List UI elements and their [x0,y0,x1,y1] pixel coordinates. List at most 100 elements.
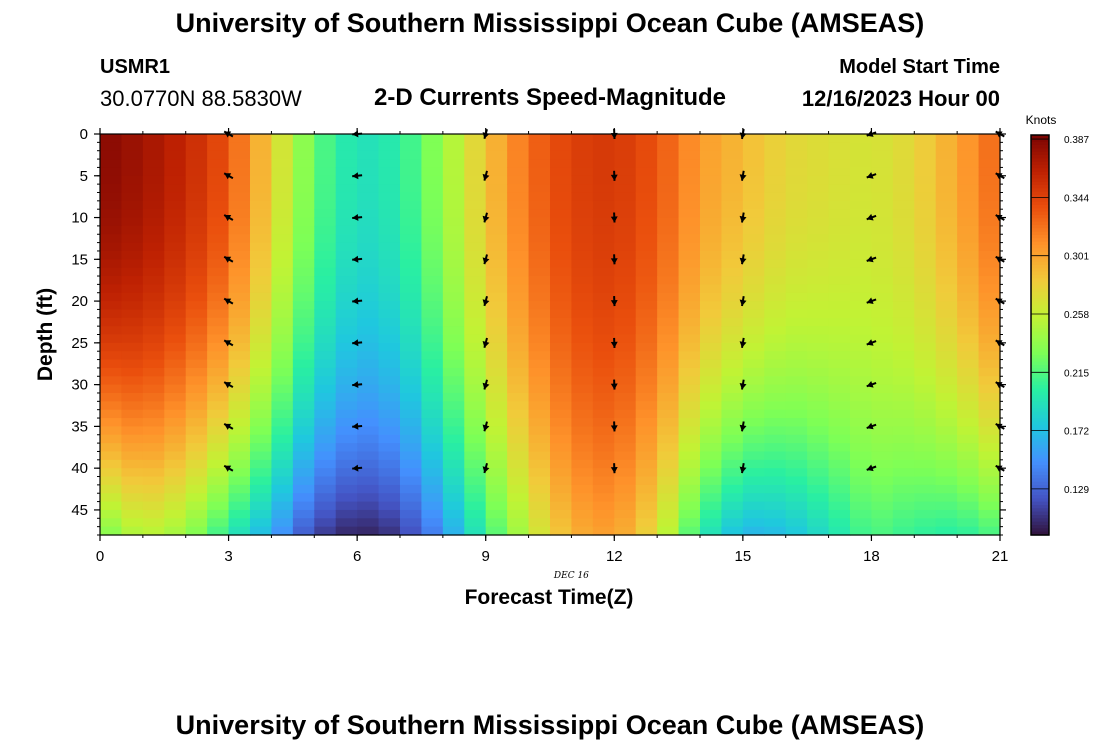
heatmap-cell [764,192,786,201]
heatmap-cell [636,510,658,519]
heatmap-cell [400,176,422,185]
heatmap-cell [121,360,143,369]
heatmap-cell [743,259,765,268]
heatmap-cell [936,360,958,369]
heatmap-cell [786,485,808,494]
heatmap-cell [314,451,336,460]
heatmap-cell [550,134,572,143]
heatmap-cell [914,134,936,143]
heatmap-cell [357,184,379,193]
heatmap-cell [850,268,872,277]
heatmap-cell [571,209,593,218]
heatmap-cell [571,301,593,310]
heatmap-cell [357,468,379,477]
heatmap-cell [807,301,829,310]
heatmap-cell [743,309,765,318]
heatmap-cell [271,134,293,143]
heatmap-cell [229,368,251,377]
heatmap-cell [293,401,315,410]
heatmap-cell [614,134,636,143]
heatmap-cell [657,134,679,143]
heatmap-cell [614,360,636,369]
heatmap-cell [936,326,958,335]
heatmap-cell [271,209,293,218]
heatmap-cell [614,167,636,176]
heatmap-cell [443,226,465,235]
heatmap-cell [614,184,636,193]
heatmap-cell [421,243,443,252]
heatmap-cell [786,502,808,511]
heatmap-cell [614,151,636,160]
heatmap-cell [100,326,122,335]
heatmap-cell [700,401,722,410]
heatmap-cell [786,418,808,427]
heatmap-cell [314,309,336,318]
heatmap-cell [421,293,443,302]
heatmap-cell [721,518,743,527]
heatmap-cell [314,259,336,268]
heatmap-cell [507,318,529,327]
heatmap-cell [807,326,829,335]
heatmap-cell [829,401,851,410]
heatmap-cell [229,184,251,193]
heatmap-cell [871,284,893,293]
heatmap-cell [893,360,915,369]
heatmap-cell [186,251,208,260]
heatmap-cell [957,226,979,235]
heatmap-cell [636,343,658,352]
heatmap-cell [593,477,615,486]
heatmap-cell [679,451,701,460]
heatmap-cell [186,218,208,227]
heatmap-cell [936,284,958,293]
heatmap-cell [379,151,401,160]
heatmap-cell [914,510,936,519]
heatmap-cell [957,418,979,427]
heatmap-cell [207,234,229,243]
heatmap-cell [486,318,508,327]
heatmap-cell [550,176,572,185]
heatmap-cell [786,401,808,410]
heatmap-cell [186,335,208,344]
heatmap-cell [293,259,315,268]
y-tick-label: 45 [71,502,88,519]
heatmap-cell [550,351,572,360]
heatmap-cell [443,243,465,252]
heatmap-cell [636,443,658,452]
heatmap-cell [100,184,122,193]
heatmap-cell [657,293,679,302]
heatmap-cell [293,376,315,385]
heatmap-cell [829,426,851,435]
heatmap-cell [593,368,615,377]
heatmap-cell [764,268,786,277]
heatmap-cell [657,192,679,201]
heatmap-cell [871,276,893,285]
heatmap-cell [936,151,958,160]
heatmap-cell [121,527,143,536]
heatmap-cell [186,151,208,160]
heatmap-cell [614,502,636,511]
heatmap-cell [443,167,465,176]
heatmap-cell [721,184,743,193]
heatmap-cell [914,326,936,335]
heatmap-cell [829,502,851,511]
heatmap-cell [807,410,829,419]
heatmap-cell [979,184,1001,193]
heatmap-cell [914,251,936,260]
heatmap-cell [679,518,701,527]
heatmap-cell [721,309,743,318]
heatmap-cell [529,418,551,427]
heatmap-cell [186,284,208,293]
heatmap-cell [743,318,765,327]
heatmap-cell [186,443,208,452]
heatmap-cell [186,385,208,394]
heatmap-cell [550,468,572,477]
heatmap-cell [400,527,422,536]
heatmap-cell [464,326,486,335]
heatmap-cell [400,184,422,193]
heatmap-cell [636,142,658,151]
heatmap-cell [164,502,186,511]
x-tick-label: 3 [224,548,232,565]
heatmap-cell [100,218,122,227]
heatmap-cell [679,184,701,193]
heatmap-cell [271,318,293,327]
